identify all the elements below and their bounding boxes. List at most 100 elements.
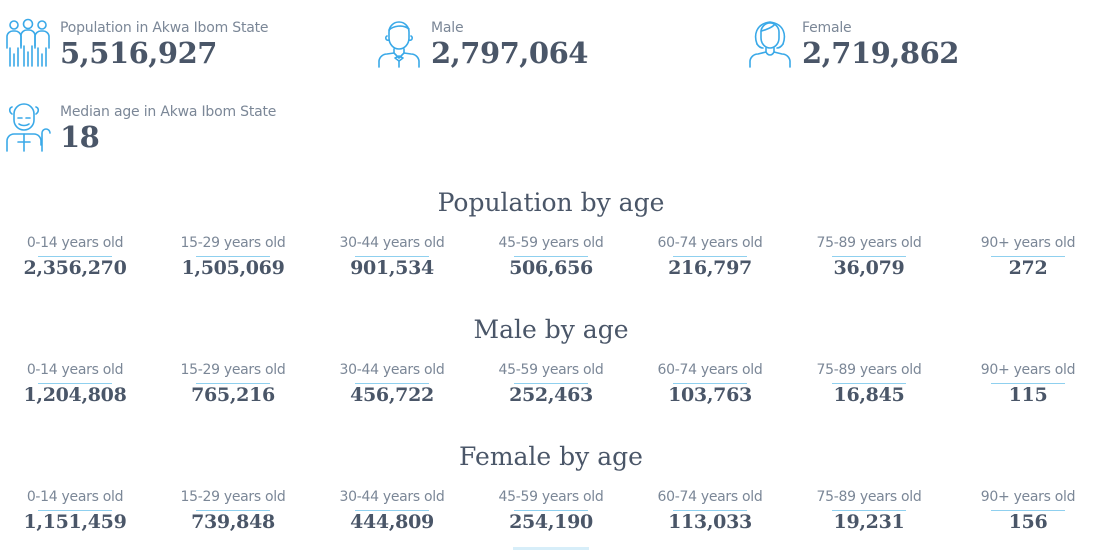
age-label: 90+ years old [980,362,1076,378]
age-label: 45-59 years old [498,362,604,378]
age-cell: 90+ years old 156 [948,488,1094,533]
age-label: 75-89 years old [816,235,922,251]
section-title: Male by age [473,315,629,344]
stat-value: 5,516,927 [60,36,217,70]
stat-label: Female [802,20,852,36]
divider [38,256,112,257]
stat-value: 2,797,064 [431,36,588,70]
stat-label: Median age in Akwa Ibom State [60,104,277,120]
age-value: 16,845 [833,384,905,406]
divider [991,383,1065,384]
female-by-age-section: Female by age 0-14 years old 1,151,459 15… [0,442,1094,538]
age-cell: 30-44 years old 456,722 [312,361,472,406]
divider [673,383,747,384]
age-value: 115 [1008,384,1048,406]
family-icon [4,18,52,68]
age-cell: 0-14 years old 1,151,459 [0,488,155,533]
age-value: 444,809 [350,511,434,533]
age-value: 19,231 [833,511,905,533]
age-label: 15-29 years old [180,362,286,378]
age-cell: 75-89 years old 19,231 [789,488,949,533]
age-value: 765,216 [191,384,275,406]
age-value: 2,356,270 [23,257,127,279]
age-value: 252,463 [509,384,593,406]
age-label: 75-89 years old [816,362,922,378]
divider [514,256,588,257]
divider [196,510,270,511]
age-label: 90+ years old [980,235,1076,251]
stat-median-age: Median age in Akwa Ibom State 18 [4,102,276,154]
age-label: 45-59 years old [498,489,604,505]
age-value: 36,079 [833,257,905,279]
age-row: 0-14 years old 1,204,808 15-29 years old 7… [0,361,1094,411]
age-cell: 45-59 years old 254,190 [471,488,631,533]
stat-value: 2,719,862 [802,36,959,70]
age-cell: 60-74 years old 103,763 [630,361,790,406]
age-label: 15-29 years old [180,489,286,505]
age-value: 506,656 [509,257,593,279]
divider [832,256,906,257]
divider [991,256,1065,257]
stat-value: 18 [60,120,100,154]
divider [355,383,429,384]
divider [38,510,112,511]
age-label: 45-59 years old [498,235,604,251]
age-label: 0-14 years old [26,362,124,378]
age-cell: 15-29 years old 739,848 [153,488,313,533]
age-cell: 60-74 years old 113,033 [630,488,790,533]
age-label: 60-74 years old [657,235,763,251]
population-by-age-section: Population by age 0-14 years old 2,356,27… [0,188,1094,284]
age-cell: 15-29 years old 1,505,069 [153,234,313,279]
divider [355,256,429,257]
stat-label: Population in Akwa Ibom State [60,20,269,36]
age-label: 0-14 years old [26,235,124,251]
divider [355,510,429,511]
woman-icon [746,18,794,68]
age-value: 456,722 [350,384,434,406]
age-cell: 30-44 years old 444,809 [312,488,472,533]
age-label: 30-44 years old [339,489,445,505]
section-title: Population by age [437,188,665,217]
age-value: 103,763 [668,384,752,406]
male-by-age-section: Male by age 0-14 years old 1,204,808 15-2… [0,315,1094,411]
divider [38,383,112,384]
age-cell: 45-59 years old 252,463 [471,361,631,406]
age-value: 1,204,808 [23,384,127,406]
divider [832,383,906,384]
age-label: 30-44 years old [339,362,445,378]
age-value: 113,033 [668,511,752,533]
age-cell: 75-89 years old 16,845 [789,361,949,406]
age-value: 1,505,069 [181,257,285,279]
divider [196,256,270,257]
man-icon [375,18,423,68]
age-row: 0-14 years old 1,151,459 15-29 years old 7… [0,488,1094,538]
age-value: 739,848 [191,511,275,533]
scroll-indicator [513,547,589,550]
age-cell: 15-29 years old 765,216 [153,361,313,406]
age-label: 60-74 years old [657,362,763,378]
age-value: 156 [1008,511,1048,533]
divider [832,510,906,511]
divider [673,510,747,511]
age-value: 272 [1008,257,1048,279]
age-cell: 90+ years old 272 [948,234,1094,279]
age-cell: 90+ years old 115 [948,361,1094,406]
stat-female: Female 2,719,862 [746,18,959,70]
age-value: 216,797 [668,257,752,279]
age-value: 254,190 [509,511,593,533]
stat-male: Male 2,797,064 [375,18,588,70]
age-label: 30-44 years old [339,235,445,251]
divider [196,383,270,384]
age-label: 60-74 years old [657,489,763,505]
stat-label: Male [431,20,464,36]
divider [514,510,588,511]
age-value: 901,534 [350,257,434,279]
age-label: 90+ years old [980,489,1076,505]
elderly-man-icon [4,102,52,152]
age-label: 0-14 years old [26,489,124,505]
age-value: 1,151,459 [23,511,127,533]
section-title: Female by age [459,442,643,471]
age-label: 75-89 years old [816,489,922,505]
age-cell: 45-59 years old 506,656 [471,234,631,279]
divider [673,256,747,257]
